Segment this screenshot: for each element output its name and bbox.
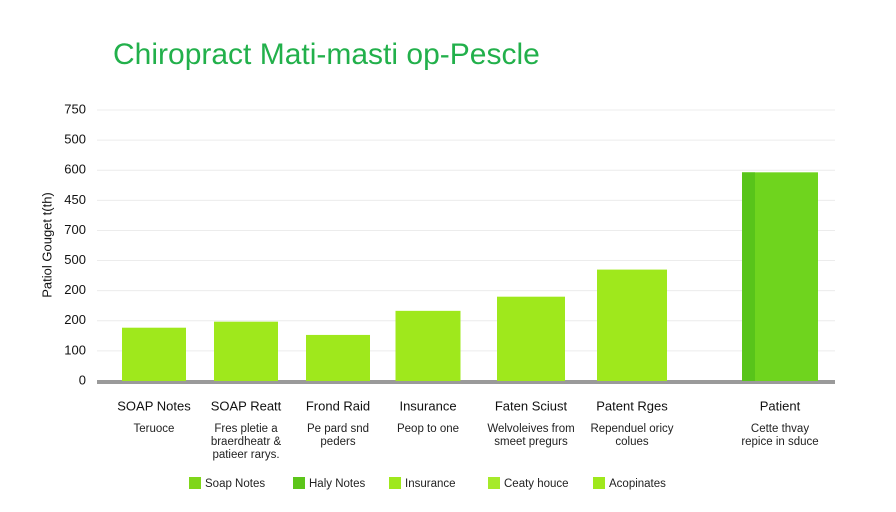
- bar: [395, 310, 461, 381]
- y-tick-label: 500: [64, 252, 86, 267]
- x-sublabel: colues: [615, 436, 648, 448]
- y-axis-label: Patiol Gouget t(th): [39, 192, 54, 298]
- bar: [122, 327, 186, 381]
- y-tick-label: 450: [64, 192, 86, 207]
- legend-swatch: [293, 477, 305, 489]
- legend-label: Insurance: [405, 478, 456, 490]
- x-tick-label: Faten Sciust: [495, 398, 568, 413]
- x-sublabel: braerdheatr &: [211, 436, 282, 448]
- legend-label: Soap Notes: [205, 478, 265, 490]
- y-tick-label: 600: [64, 162, 86, 177]
- x-sublabel: Peop to one: [397, 423, 459, 435]
- x-sublabel: repice in sduce: [741, 436, 818, 448]
- x-sublabel: Pe pard snd: [307, 423, 369, 435]
- x-tick-label: Patent Rges: [596, 398, 668, 413]
- x-tick-label: Insurance: [399, 398, 456, 413]
- x-sublabel: patieer rarys.: [212, 449, 279, 461]
- y-tick-label: 200: [64, 312, 86, 327]
- legend-label: Ceaty houce: [504, 478, 569, 490]
- bar: [497, 296, 565, 381]
- y-tick-label: 0: [79, 372, 86, 387]
- legend-label: Haly Notes: [309, 478, 365, 490]
- x-sublabel: smeet pregurs: [494, 436, 568, 448]
- x-sublabel: Welvoleives from: [487, 423, 574, 435]
- x-sublabel: peders: [320, 436, 355, 448]
- x-tick-label: Patient: [760, 398, 801, 413]
- y-tick-label: 200: [64, 282, 86, 297]
- bar: [597, 269, 667, 381]
- legend-swatch: [593, 477, 605, 489]
- legend-swatch: [189, 477, 201, 489]
- y-tick-label: 700: [64, 222, 86, 237]
- x-sublabel: Rependuel oricy: [590, 423, 673, 435]
- chart-title: Chiropract Mati-masti op-Pescle: [113, 38, 540, 71]
- x-sublabel: Fres pletie a: [214, 423, 278, 435]
- bar: [214, 321, 278, 381]
- bar: [306, 334, 370, 381]
- legend-swatch: [488, 477, 500, 489]
- x-sublabel: Teruoce: [134, 423, 175, 435]
- x-tick-label: Frond Raid: [306, 398, 370, 413]
- legend-swatch: [389, 477, 401, 489]
- x-sublabel: Cette thvay: [751, 423, 809, 435]
- x-axis: [97, 380, 835, 384]
- y-tick-label: 500: [64, 132, 86, 147]
- y-tick-label: 100: [64, 342, 86, 357]
- x-tick-label: SOAP Reatt: [211, 398, 282, 413]
- legend-label: Acopinates: [609, 478, 666, 490]
- bar-side: [742, 172, 755, 381]
- y-tick-label: 750: [64, 101, 86, 116]
- x-tick-label: SOAP Notes: [117, 398, 191, 413]
